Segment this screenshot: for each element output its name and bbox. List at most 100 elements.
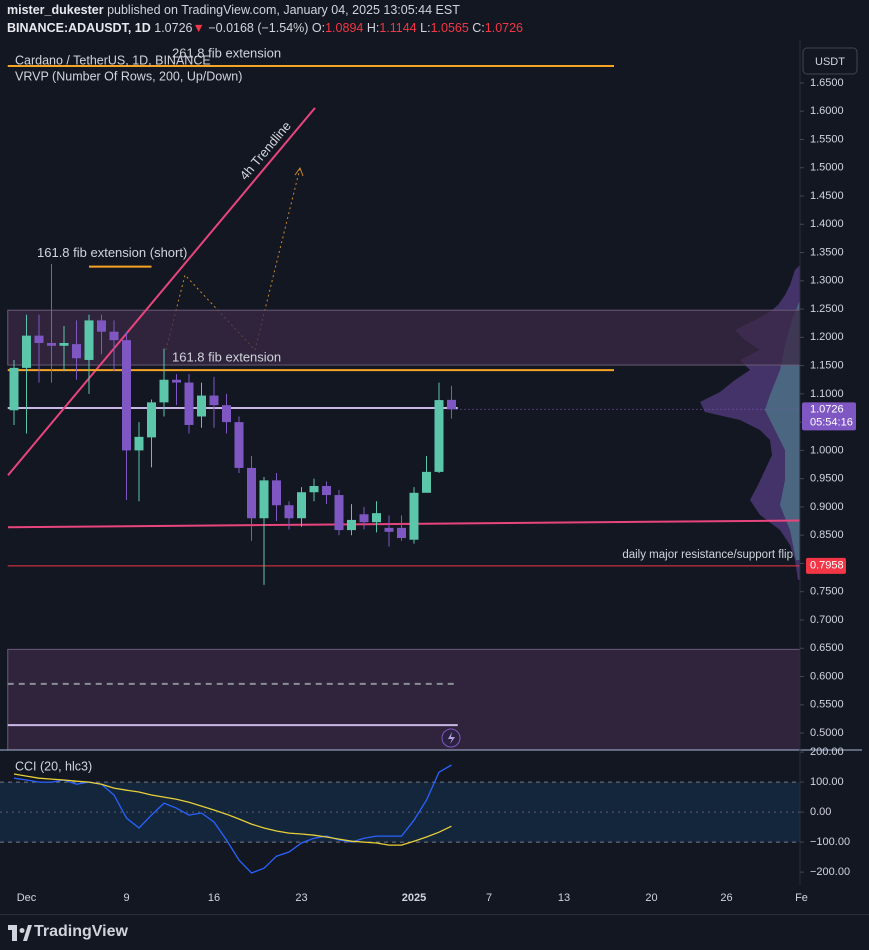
price-pane: 4h Trendline: [7, 65, 800, 750]
y-tick-label: 0.6000: [810, 670, 844, 682]
candle-body: [122, 340, 131, 451]
y-tick-label: 1.3500: [810, 246, 844, 258]
candle-body: [272, 480, 281, 506]
x-tick-label: 20: [645, 892, 657, 904]
y-tick-label: 1.6000: [810, 105, 844, 117]
y-tick-label: 1.2500: [810, 303, 844, 315]
y-tick-label: 1.5500: [810, 133, 844, 145]
annotation-label: daily major resistance/support flip: [622, 549, 793, 561]
symbol-line: BINANCE:ADAUSDT, 1D 1.0726 ▼ −0.0168 (−1.…: [7, 21, 523, 35]
change: −0.0168 (−1.54%): [208, 21, 309, 35]
candle-body: [134, 436, 144, 451]
candle-body: [309, 486, 319, 493]
candle-body: [347, 519, 356, 531]
cci-title: CCI (20, hlc3): [15, 759, 92, 773]
symbol: BINANCE:ADAUSDT, 1D: [7, 21, 151, 35]
candle-body: [297, 492, 306, 519]
y-tick-label: −100.00: [810, 836, 850, 848]
candle-body: [172, 379, 181, 383]
last-price-tag: [802, 402, 856, 431]
currency-button[interactable]: [802, 47, 858, 75]
published: published on TradingView.com, January 04…: [107, 3, 460, 17]
candle-body: [422, 471, 431, 493]
y-tick-label: 1.1500: [810, 360, 844, 372]
y-tick-label: 100.00: [810, 776, 844, 788]
candle-body: [97, 320, 106, 332]
y-tick-label: 0.5000: [810, 727, 844, 739]
y-tick-label: 1.5000: [810, 162, 844, 174]
candle-body: [209, 395, 219, 406]
y-tick-label: 200.00: [810, 746, 844, 758]
footer: TradingView: [0, 914, 869, 950]
y-tick-label: −200.00: [810, 866, 850, 878]
candle-body: [322, 486, 331, 496]
candle-body: [84, 320, 94, 360]
countdown: 05:54:16: [810, 416, 853, 428]
x-tick-label: Dec: [17, 892, 37, 904]
x-tick-label: Fe: [795, 892, 808, 904]
candle-body: [47, 342, 56, 346]
x-tick-label: 26: [720, 892, 732, 904]
chart-title: Cardano / TetherUS, 1D, BINANCE: [15, 53, 211, 67]
zone: [7, 648, 800, 750]
x-tick-label: 7: [486, 892, 492, 904]
y-tick-label: 0.5500: [810, 699, 844, 711]
annotation-label: 161.8 fib extension (short): [37, 245, 187, 260]
cci-line: [13, 773, 452, 846]
x-tick-label: 13: [558, 892, 570, 904]
change-arrow: ▼: [192, 21, 205, 35]
candle-body: [359, 514, 369, 523]
candle-body: [372, 513, 381, 523]
o-label: O:: [311, 21, 326, 35]
x-tick-label: 9: [123, 892, 129, 904]
x-tick-label: 2025: [402, 892, 426, 904]
y-tick-label: 0.00: [810, 806, 831, 818]
projection-arrow: [294, 166, 304, 177]
candle-body: [34, 335, 44, 343]
trendline: [7, 107, 316, 476]
y-tick-label: 1.1000: [810, 388, 844, 400]
candle-body: [222, 405, 231, 423]
y-tick-label: 0.6500: [810, 642, 844, 654]
candle-body: [409, 492, 419, 540]
y-tick-label: 1.0000: [810, 444, 844, 456]
h-value: 1.1144: [379, 21, 417, 35]
o-value: 1.0894: [325, 21, 364, 35]
l-label: L:: [420, 21, 431, 35]
h-label: H:: [366, 21, 380, 35]
y-tick-label: 1.4500: [810, 190, 844, 202]
y-tick-label: 0.8500: [810, 529, 844, 541]
candle-body: [334, 495, 344, 531]
candle-body: [397, 527, 406, 539]
y-tick-label: 1.6500: [810, 77, 844, 89]
currency: USDT: [815, 56, 845, 68]
candle-body: [197, 395, 206, 417]
candle-body: [284, 505, 294, 519]
trendline-label: 4h Trendline: [237, 118, 294, 183]
indicator-title: VRVP (Number Of Rows, 200, Up/Down): [15, 69, 242, 83]
candle-body: [234, 422, 244, 468]
annotation-label: 161.8 fib extension: [172, 350, 281, 365]
y-tick-label: 0.7000: [810, 614, 844, 626]
candle-body: [72, 344, 81, 359]
candle-body: [59, 342, 69, 346]
annotation-label: 261.8 fib extension: [172, 45, 281, 60]
candle-body: [247, 467, 256, 519]
candle-body: [384, 527, 394, 532]
logo: TradingView: [34, 923, 128, 940]
y-tick-label: 0.9000: [810, 501, 844, 513]
zone: [7, 309, 800, 366]
y-tick-label: 1.3000: [810, 275, 844, 287]
trendline: [7, 519, 800, 529]
candle-body: [184, 382, 194, 425]
candle-body: [447, 399, 456, 410]
c-value: 1.0726: [484, 21, 524, 35]
y-tick-label: 0.7500: [810, 586, 844, 598]
c-label: C:: [472, 21, 485, 35]
candle-body: [259, 480, 269, 519]
x-tick-label: 16: [208, 892, 220, 904]
candle-body: [434, 400, 444, 472]
candle-body: [9, 367, 19, 411]
y-tick-label: 1.4000: [810, 218, 844, 230]
